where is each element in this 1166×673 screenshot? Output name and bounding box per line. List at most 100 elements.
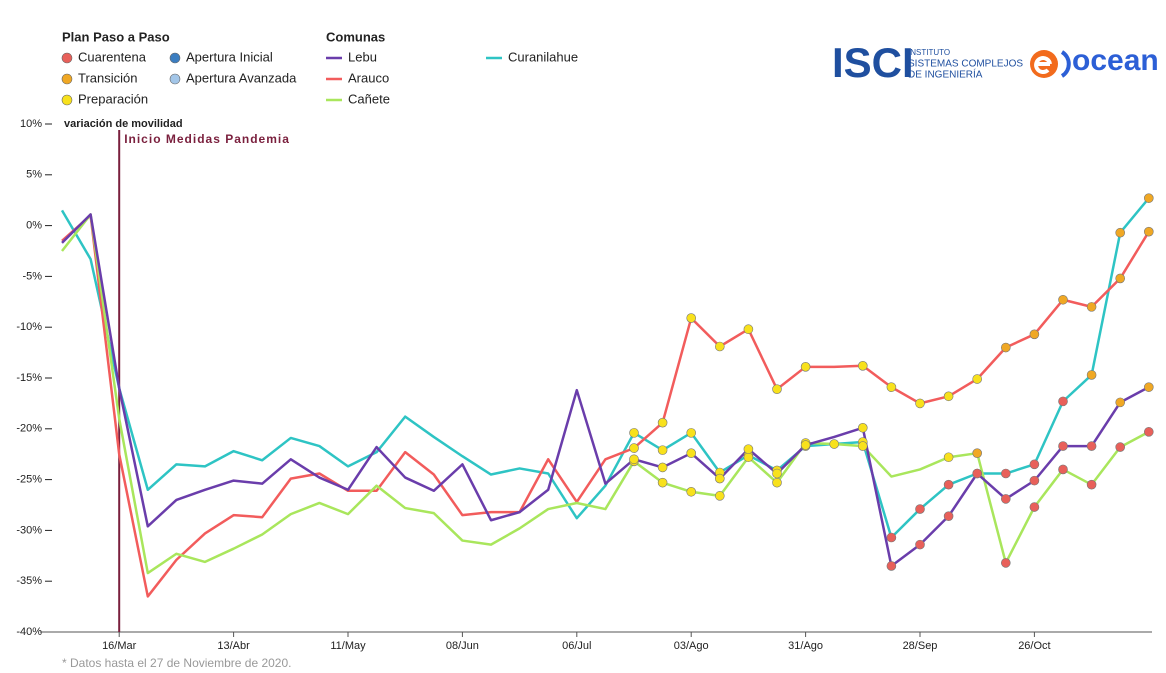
legend-label: Curanilahue (508, 49, 578, 64)
series-line (60, 197, 1150, 539)
ocean-logo: ocean (1030, 44, 1159, 78)
phase-marker (1000, 558, 1011, 568)
phase-marker (915, 539, 925, 550)
phase-marker (629, 428, 639, 438)
x-tick-label: 28/Sep (903, 640, 938, 652)
phase-marker (772, 384, 782, 394)
phase-marker (686, 313, 697, 323)
phase-marker (772, 468, 782, 479)
phase-marker (1144, 427, 1154, 437)
x-tick-label: 13/Abr (217, 640, 250, 652)
isci-logo-text: ISCI (832, 39, 914, 86)
phase-marker (743, 324, 754, 335)
y-tick-label: 10% (20, 118, 42, 130)
x-tick-label: 16/Mar (102, 640, 137, 652)
phase-marker (743, 452, 754, 463)
isci-logo: ISCI INSTITUTO SISTEMAS COMPLEJOS DE ING… (832, 39, 1023, 86)
phase-marker (857, 361, 868, 371)
phase-marker (972, 468, 983, 479)
phase-marker (1000, 342, 1011, 353)
y-tick-label: -35% (16, 575, 42, 587)
phase-marker (800, 440, 811, 450)
isci-logo-line: INSTITUTO (908, 48, 950, 57)
phase-marker (1058, 464, 1068, 475)
phase-marker (972, 374, 983, 384)
phase-marker (886, 382, 897, 392)
y-tick-label: -10% (16, 321, 42, 333)
phase-marker (857, 422, 868, 433)
phase-marker (1144, 193, 1154, 203)
phase-marker (686, 486, 697, 497)
phase-marker (1115, 397, 1125, 408)
phase-marker (1086, 479, 1097, 490)
phase-marker (943, 452, 954, 463)
y-tick-label: 0% (26, 220, 42, 232)
y-tick-label: -5% (22, 270, 42, 282)
phase-marker (1115, 227, 1125, 238)
series-line (61, 214, 1150, 598)
phase-marker (629, 443, 639, 453)
legend-label: Arauco (348, 70, 389, 85)
legend-marker (61, 94, 73, 106)
ocean-icon-bracket (1060, 50, 1071, 78)
phase-marker (1115, 442, 1125, 452)
phase-marker (1144, 226, 1154, 237)
y-tick-label: -40% (16, 626, 42, 638)
y-tick-label: 5% (26, 169, 42, 181)
phase-marker (1115, 273, 1125, 284)
y-tick-label: -30% (16, 524, 42, 536)
legend-label: Cañete (348, 91, 390, 106)
phase-marker (657, 445, 668, 455)
phase-marker (1086, 370, 1097, 380)
legend-label: Apertura Inicial (186, 49, 273, 64)
phase-marker (1058, 396, 1068, 407)
series-line (61, 213, 1150, 575)
phase-marker (829, 439, 840, 449)
phase-marker (943, 391, 954, 402)
phase-marker (972, 448, 983, 458)
y-axis-title: variación de movilidad (64, 118, 183, 130)
phase-marker (886, 532, 897, 543)
phase-marker (1000, 468, 1011, 479)
phase-marker (915, 504, 925, 514)
isci-logo-line: SISTEMAS COMPLEJOS (908, 59, 1023, 70)
phase-marker (800, 362, 811, 372)
phase-marker (1029, 329, 1040, 340)
legend-label: Preparación (78, 91, 148, 106)
phase-marker (714, 341, 725, 352)
legend-marker (61, 73, 73, 85)
legend-label: Apertura Avanzada (186, 70, 297, 85)
phase-marker (1058, 441, 1068, 451)
ocean-icon-e (1034, 56, 1052, 74)
y-tick-label: -25% (16, 474, 42, 486)
phase-marker (1029, 502, 1040, 512)
phase-marker (943, 511, 954, 521)
phase-marker (772, 477, 782, 488)
legend-title: Plan Paso a Paso (62, 29, 170, 44)
annotation-label: Inicio Medidas Pandemia (124, 132, 290, 146)
legend-marker (169, 73, 181, 85)
phase-marker (1029, 459, 1040, 470)
legend-label: Cuarentena (78, 49, 147, 64)
phase-marker (629, 454, 639, 465)
phase-marker (1058, 294, 1068, 305)
y-tick-label: -20% (16, 423, 42, 435)
x-tick-label: 26/Oct (1018, 640, 1050, 652)
phase-marker (915, 398, 925, 409)
ocean-logo-text: ocean (1072, 44, 1159, 77)
phase-marker (657, 462, 668, 473)
phase-marker (1144, 382, 1154, 392)
x-tick-label: 03/Ago (674, 640, 709, 652)
phase-marker (1086, 302, 1097, 312)
x-tick-label: 31/Ago (788, 640, 823, 652)
phase-marker (1029, 475, 1040, 486)
phase-marker (714, 473, 725, 484)
legend-marker (61, 52, 73, 64)
x-tick-label: 06/Jul (562, 640, 591, 652)
legend-label: Transición (78, 70, 137, 85)
y-tick-label: -15% (16, 372, 42, 384)
x-tick-label: 11/May (330, 640, 366, 652)
phase-marker (686, 448, 697, 458)
legend-title: Comunas (326, 29, 385, 44)
